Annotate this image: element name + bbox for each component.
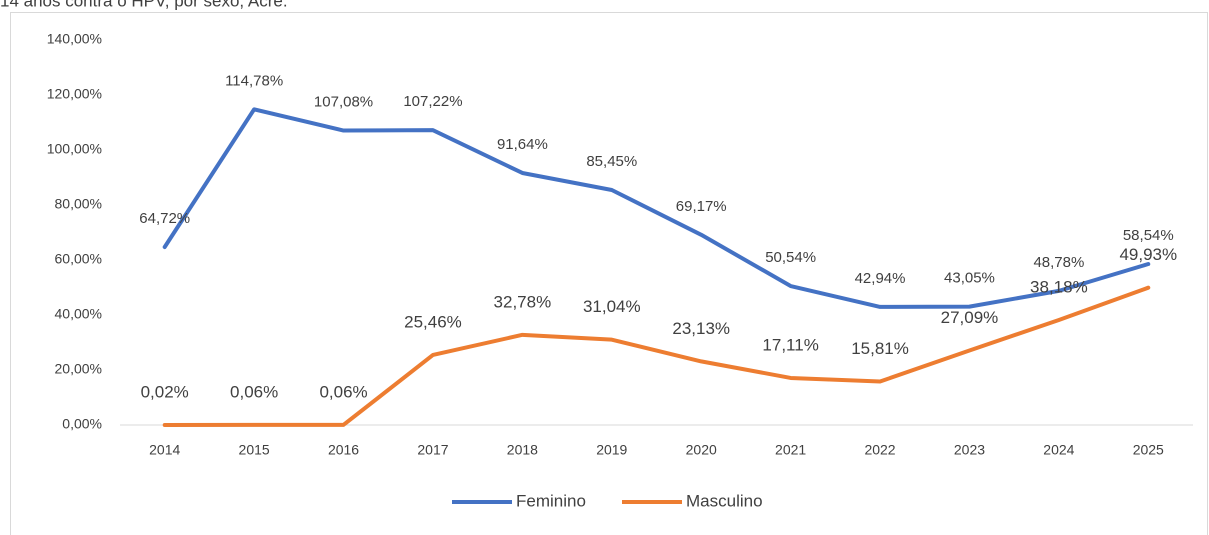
data-label: 64,72% (139, 210, 190, 227)
y-tick-label: 40,00% (55, 306, 102, 322)
x-tick-label: 2018 (507, 442, 538, 458)
chart-title: 14 anos contra o HPV, por sexo, Acre. (0, 0, 288, 10)
data-label: 50,54% (765, 249, 816, 266)
data-label: 15,81% (851, 339, 909, 358)
data-label: 49,93% (1119, 245, 1177, 264)
x-tick-label: 2025 (1133, 442, 1164, 458)
data-label: 23,13% (672, 319, 730, 338)
data-label: 42,94% (855, 270, 906, 287)
y-tick-label: 0,00% (62, 416, 102, 432)
data-label: 0,06% (230, 382, 278, 401)
y-tick-label: 20,00% (55, 361, 102, 377)
data-label: 48,78% (1033, 254, 1084, 271)
x-tick-label: 2020 (686, 442, 717, 458)
x-tick-label: 2022 (864, 442, 895, 458)
data-label: 25,46% (404, 312, 462, 331)
y-tick-label: 140,00% (47, 31, 102, 47)
data-label: 114,78% (225, 72, 283, 89)
x-tick-label: 2016 (328, 442, 359, 458)
data-label: 107,22% (403, 93, 462, 110)
x-tick-label: 2014 (149, 442, 180, 458)
x-tick-label: 2017 (417, 442, 448, 458)
data-label: 58,54% (1123, 227, 1174, 244)
data-label: 43,05% (944, 270, 995, 287)
data-label: 0,02% (141, 382, 189, 401)
data-label: 31,04% (583, 297, 641, 316)
x-tick-label: 2024 (1043, 442, 1074, 458)
y-tick-label: 120,00% (47, 86, 102, 102)
y-tick-label: 80,00% (55, 196, 102, 212)
y-tick-label: 60,00% (55, 251, 102, 267)
chart-border (10, 12, 1208, 535)
series-line (162, 285, 1151, 427)
x-tick-label: 2023 (954, 442, 985, 458)
x-tick-label: 2015 (239, 442, 270, 458)
series-line (162, 107, 1151, 309)
data-label: 27,09% (941, 308, 999, 327)
data-label: 32,78% (494, 292, 552, 311)
data-label: 0,06% (319, 382, 367, 401)
data-label: 107,08% (314, 93, 373, 110)
legend-label: Masculino (686, 491, 763, 510)
x-tick-label: 2019 (596, 442, 627, 458)
x-tick-label: 2021 (775, 442, 806, 458)
y-tick-label: 100,00% (47, 141, 102, 157)
data-label: 85,45% (586, 153, 637, 170)
data-label: 91,64% (497, 136, 548, 153)
data-label: 17,11% (762, 335, 818, 354)
data-label: 38,18% (1030, 277, 1088, 296)
legend-label: Feminino (516, 491, 586, 510)
data-label: 69,17% (676, 198, 727, 215)
